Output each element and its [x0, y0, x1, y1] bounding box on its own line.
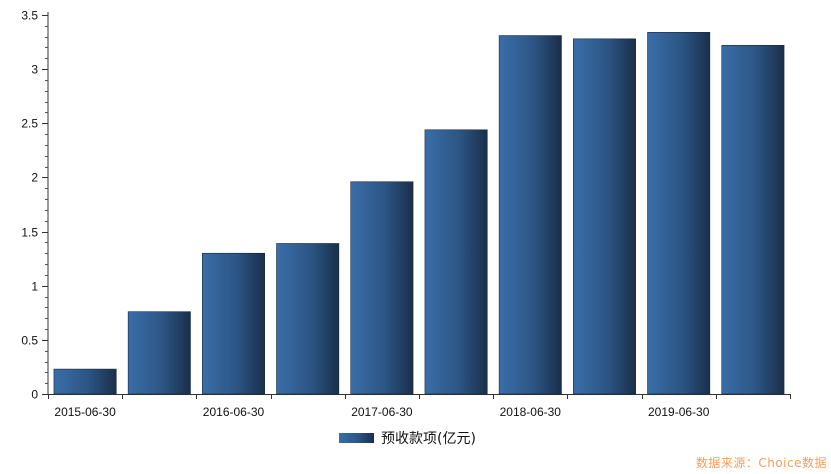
- bars: [53, 32, 785, 395]
- y-tick-label: 0.5: [21, 334, 38, 348]
- y-axis: 0 0.5 1 1.5 2 2.5 3 3.5: [21, 9, 49, 402]
- y-tick-label: 3: [31, 63, 38, 77]
- data-source-note: 数据来源：Choice数据: [695, 456, 827, 470]
- x-tick-label: 2015-06-30: [54, 405, 116, 419]
- legend-label: 预收款项(亿元): [381, 431, 476, 447]
- x-axis: 2015-06-30 2016-06-30 2017-06-30 2018-06-30…: [48, 394, 791, 419]
- legend: 预收款项(亿元): [339, 431, 476, 447]
- y-tick-label: 1.5: [21, 226, 38, 240]
- x-tick-label: 2019-06-30: [648, 405, 710, 419]
- bar-2018-06-30: [498, 35, 562, 395]
- y-tick-label: 2.5: [21, 117, 38, 131]
- bar-2019-12-31: [721, 45, 785, 395]
- x-tick-label: 2017-06-30: [351, 405, 413, 419]
- y-tick-label: 2: [31, 171, 38, 185]
- y-tick-label: 1: [31, 280, 38, 294]
- legend-swatch: [339, 433, 374, 443]
- bar-2015-06-30: [53, 368, 117, 395]
- bar-2016-06-30: [202, 252, 265, 395]
- x-tick-label: 2018-06-30: [500, 405, 562, 419]
- bar-2019-06-30: [647, 32, 711, 395]
- bar-2016-12-31: [276, 243, 340, 395]
- bar-2017-12-31: [424, 129, 488, 395]
- y-tick-label: 3.5: [21, 9, 38, 23]
- bar-2018-12-31: [573, 38, 636, 395]
- y-tick-label: 0: [31, 388, 38, 402]
- bar-2015-12-31: [127, 311, 191, 395]
- bar-2017-06-30: [350, 181, 414, 395]
- x-tick-label: 2016-06-30: [203, 405, 265, 419]
